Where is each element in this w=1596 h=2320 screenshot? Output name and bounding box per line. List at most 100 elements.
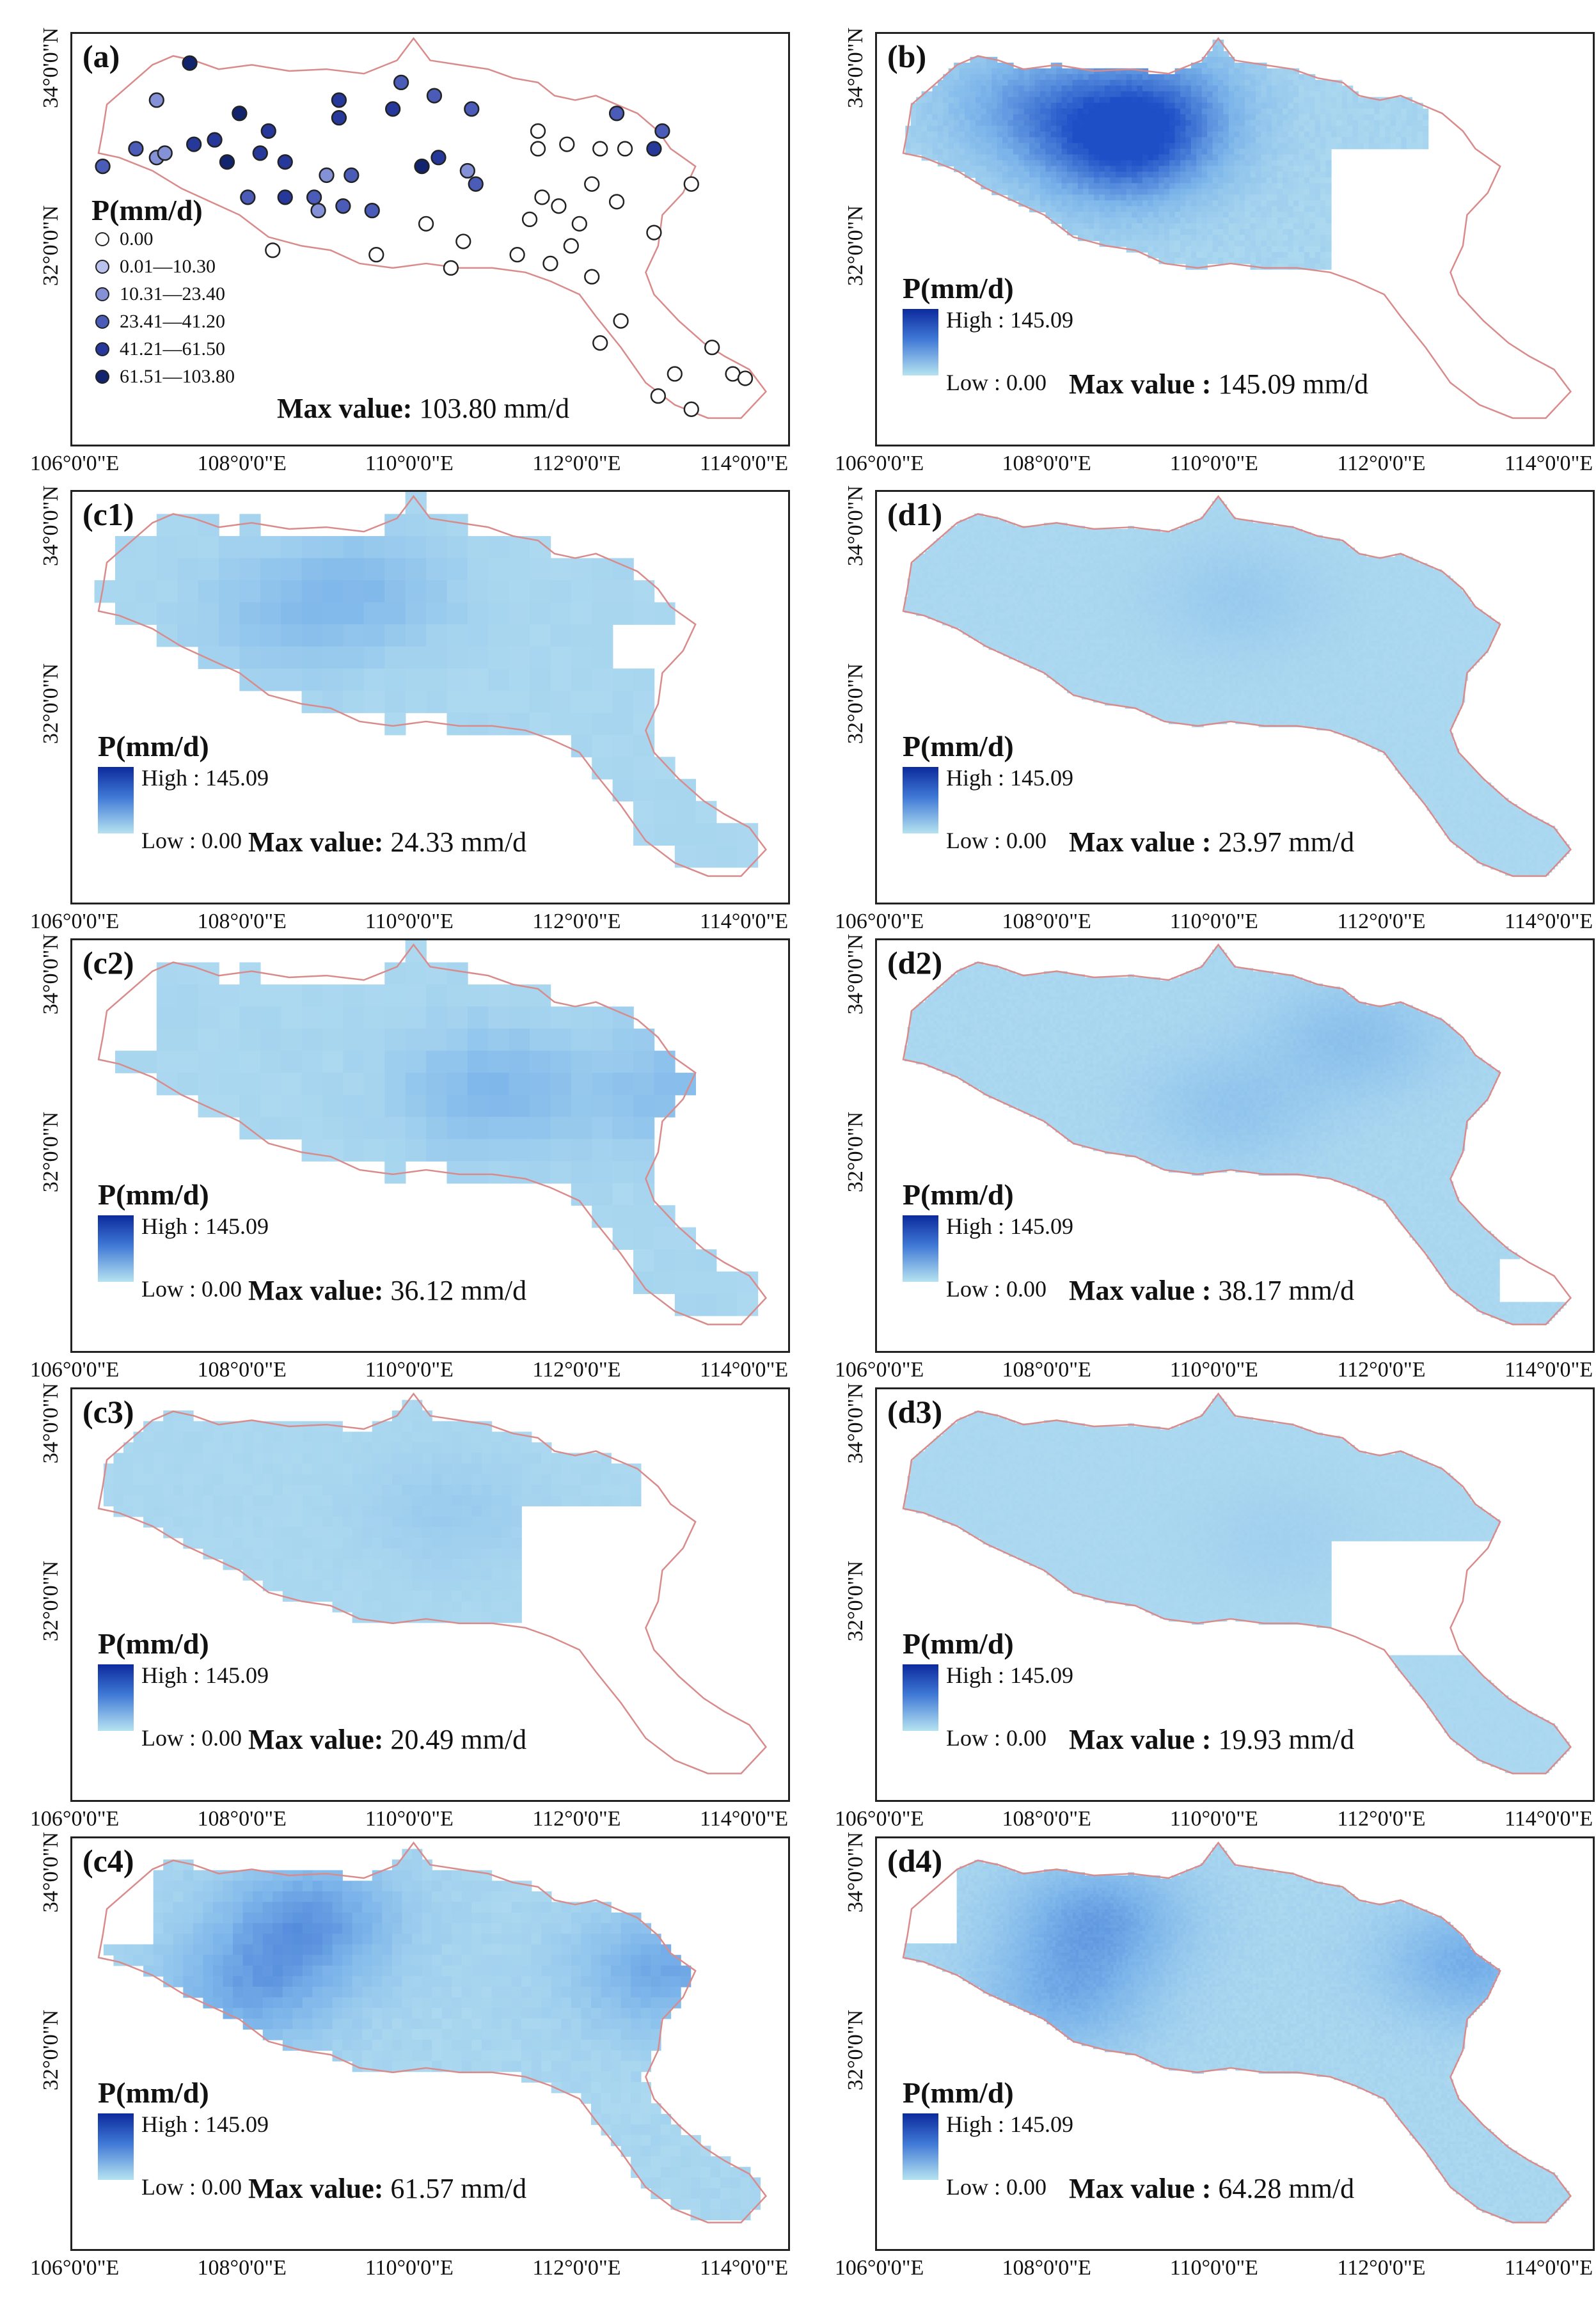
raster-cell [1293, 171, 1300, 178]
raster-cell [1343, 553, 1347, 558]
raster-cell [1171, 535, 1175, 539]
raster-cell [936, 541, 940, 545]
raster-cell [1223, 513, 1228, 517]
raster-cell [968, 547, 972, 551]
raster-cell [1002, 154, 1009, 161]
raster-cell [1096, 553, 1100, 558]
raster-cell [1261, 91, 1267, 98]
raster-cell [997, 91, 1003, 98]
raster-cell [1215, 507, 1219, 511]
raster-cell [1226, 560, 1230, 564]
raster-cell [1006, 563, 1010, 567]
raster-cell [1013, 74, 1020, 81]
raster-cell [1223, 507, 1228, 511]
raster-cell [1164, 102, 1170, 109]
raster-cell [1148, 148, 1154, 155]
raster-cell [1064, 566, 1068, 570]
raster-cell [1299, 114, 1305, 121]
raster-cell [509, 713, 530, 736]
raster-cell [928, 563, 931, 567]
raster-cell [1000, 553, 1004, 558]
raster-cell [1119, 544, 1123, 548]
raster-cell [1011, 528, 1016, 533]
raster-cell [1154, 541, 1158, 545]
raster-cell [1081, 556, 1086, 561]
raster-cell [571, 580, 593, 603]
raster-cell [1247, 519, 1251, 524]
raster-cell [1288, 154, 1294, 161]
raster-cell [905, 148, 912, 155]
raster-cell [1122, 538, 1126, 542]
raster-cell [1153, 252, 1160, 258]
x-tick-label: 110°0'0"E [1170, 452, 1258, 476]
raster-cell [964, 108, 971, 115]
raster-cell [943, 160, 949, 167]
raster-cell [1049, 538, 1054, 542]
raster-cell [1403, 560, 1407, 564]
raster-cell [1158, 131, 1165, 138]
raster-cell [1096, 547, 1100, 551]
raster-cell [1212, 538, 1216, 542]
raster-cell [1273, 544, 1277, 548]
raster-cell [1299, 177, 1305, 184]
raster-cell [1316, 535, 1320, 539]
raster-cell [1223, 523, 1228, 526]
raster-cell [921, 148, 928, 155]
raster-cell [1203, 532, 1207, 536]
raster-cell [1132, 171, 1138, 178]
raster-cell [1083, 79, 1089, 86]
raster-cell [1183, 547, 1187, 551]
raster-cell [177, 624, 199, 647]
raster-cell [1283, 246, 1289, 253]
raster-cell [1336, 114, 1343, 121]
raster-cell [1288, 160, 1294, 167]
raster-cell [1325, 137, 1332, 144]
raster-cell [177, 580, 199, 603]
raster-cell [1132, 206, 1138, 212]
raster-cell [1098, 538, 1103, 542]
raster-cell [1207, 206, 1213, 212]
gauge-station-point [232, 106, 248, 122]
raster-cell [1313, 541, 1317, 545]
raster-cell [1398, 560, 1402, 564]
raster-cell [997, 166, 1003, 173]
raster-cell [997, 79, 1003, 86]
raster-cell [1217, 91, 1224, 98]
raster-cell [1293, 212, 1300, 219]
raster-cell [1137, 143, 1143, 150]
raster-cell [1417, 120, 1423, 127]
raster-cell [633, 602, 655, 625]
raster-cell [970, 102, 976, 109]
raster-cell [964, 166, 971, 173]
raster-cell [1169, 183, 1176, 190]
raster-cell [1325, 189, 1332, 196]
raster-cell [1229, 563, 1233, 567]
raster-cell [1171, 528, 1175, 533]
raster-cell [1250, 131, 1256, 138]
raster-cell [977, 519, 981, 524]
raster-cell [1153, 160, 1160, 167]
raster-cell [509, 646, 530, 669]
raster-cell [1180, 223, 1187, 230]
raster-cell [633, 801, 655, 824]
raster-cell [1009, 556, 1013, 561]
raster-cell [1196, 177, 1203, 184]
raster-cell [1075, 541, 1079, 545]
raster-cell [916, 120, 922, 127]
raster-cell [954, 566, 958, 570]
raster-cell [1304, 206, 1310, 212]
raster-cell [1302, 550, 1306, 555]
raster-cell [1217, 507, 1222, 511]
raster-cell [932, 131, 938, 138]
raster-cell [426, 536, 448, 559]
raster-cell [1229, 532, 1233, 536]
raster-cell [1212, 194, 1219, 201]
raster-cell [1067, 223, 1073, 230]
raster-cell [1119, 535, 1123, 539]
gauge-station-point [646, 225, 662, 241]
raster-cell [945, 563, 949, 567]
raster-cell [932, 154, 938, 161]
raster-cell [1130, 547, 1135, 551]
raster-cell [970, 137, 976, 144]
raster-cell [1245, 183, 1251, 190]
